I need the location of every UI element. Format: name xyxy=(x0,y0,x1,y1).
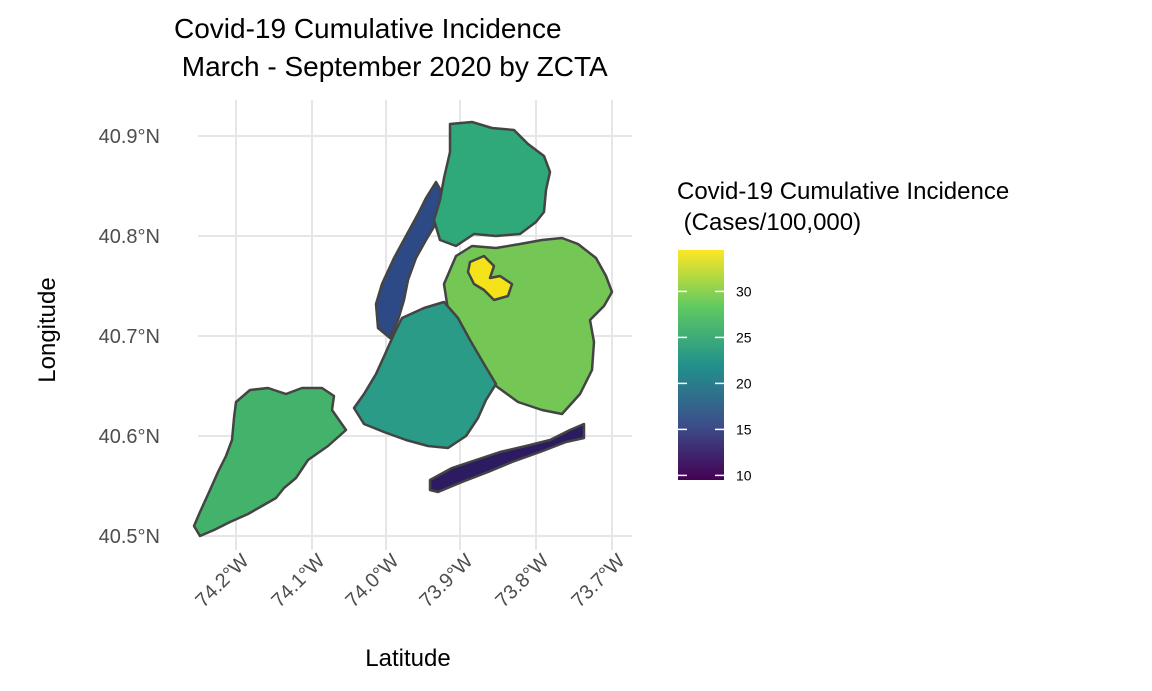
x-tick-label: 74.0°W xyxy=(341,550,403,612)
region-bronx xyxy=(432,120,552,248)
x-tick-label: 73.7°W xyxy=(567,550,629,612)
region-hotspot xyxy=(466,254,514,302)
x-tick-label: 73.8°W xyxy=(491,550,553,612)
legend-colorbar xyxy=(678,250,724,480)
x-tick-label: 73.9°W xyxy=(415,550,477,612)
y-tick-label: 40.6°N xyxy=(99,426,160,448)
x-axis-label: Latitude xyxy=(365,645,451,672)
x-tick-label: 74.1°W xyxy=(267,550,329,612)
legend-tick-label: 10 xyxy=(736,467,752,483)
y-tick-label: 40.7°N xyxy=(99,326,160,348)
region-manhattan xyxy=(374,180,446,340)
region-staten-island xyxy=(192,386,348,538)
legend-tick-label: 30 xyxy=(736,283,752,299)
legend-title: Covid-19 Cumulative Incidence (Cases/100… xyxy=(677,178,1010,236)
borough-regions xyxy=(192,120,614,538)
chart-title: Covid-19 Cumulative Incidence March - Se… xyxy=(174,13,608,82)
region-brooklyn xyxy=(352,300,498,450)
y-tick-label: 40.9°N xyxy=(99,126,160,148)
legend-tick-label: 25 xyxy=(736,329,752,345)
y-tick-label: 40.5°N xyxy=(99,526,160,548)
legend-tick-label: 20 xyxy=(736,375,752,391)
y-axis-label: Longitude xyxy=(34,277,61,383)
x-tick-label: 74.2°W xyxy=(191,550,253,612)
legend-tick-label: 15 xyxy=(736,421,752,437)
region-rockaway xyxy=(428,422,586,494)
y-tick-label: 40.8°N xyxy=(99,226,160,248)
